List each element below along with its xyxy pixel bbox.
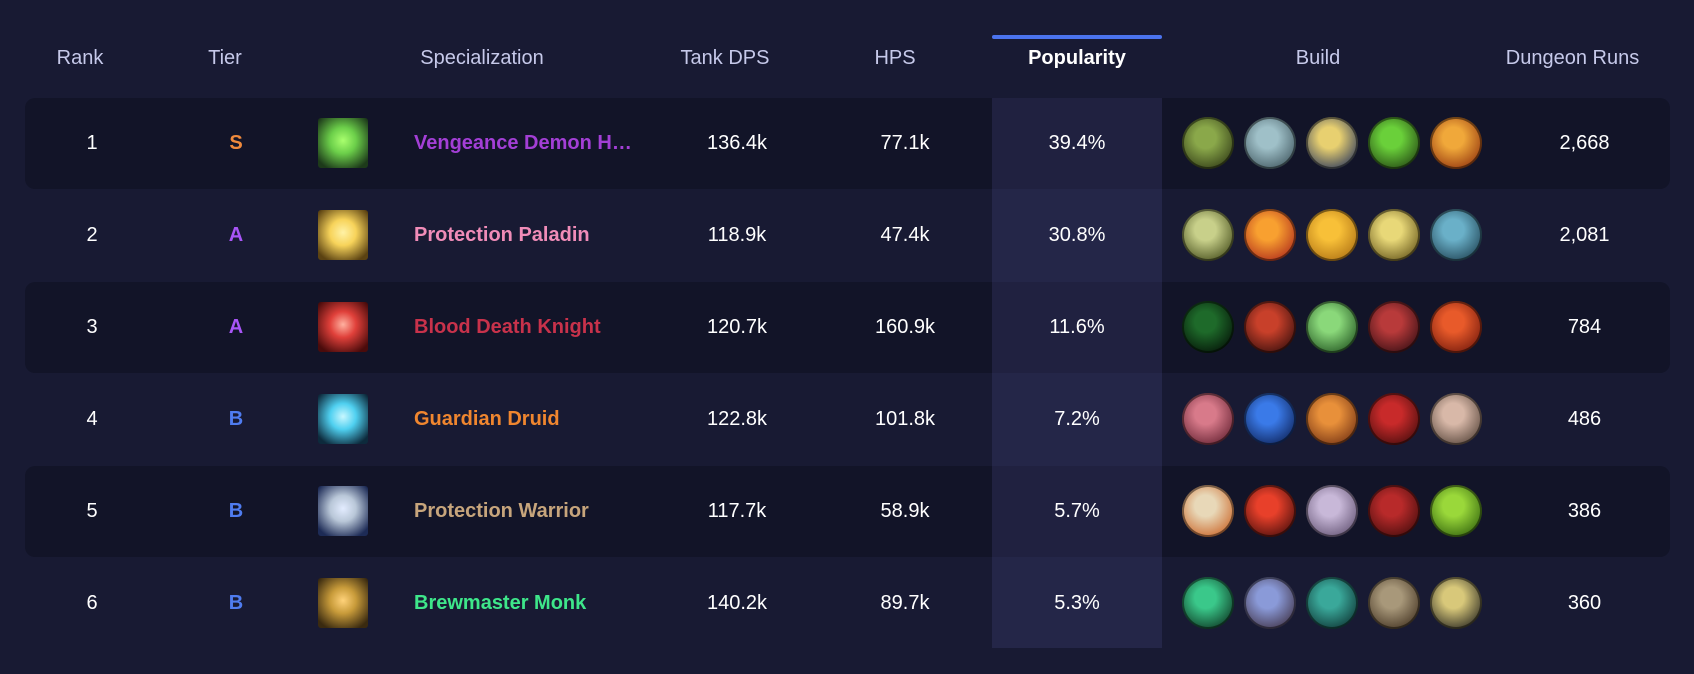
claw-talent-icon[interactable] — [1430, 393, 1482, 445]
blood-heart-talent-icon[interactable] — [1430, 301, 1482, 353]
build-talents — [1182, 209, 1482, 261]
hps-value: 160.9k — [874, 316, 936, 338]
spec-name-link[interactable]: Guardian Druid — [414, 408, 560, 430]
tank-dps-value: 120.7k — [706, 316, 768, 338]
green-skull-talent-icon[interactable] — [1306, 301, 1358, 353]
dungeon-runs-value: 2,081 — [1559, 224, 1610, 246]
build-talents — [1182, 301, 1482, 353]
header-hps[interactable]: HPS — [874, 47, 916, 69]
tier-badge: A — [228, 224, 244, 246]
golden-helm-talent-icon[interactable] — [1368, 209, 1420, 261]
hps-value: 89.7k — [880, 592, 930, 614]
spec-name-link[interactable]: Vengeance Demon H… — [414, 132, 632, 154]
tier-badge: B — [228, 408, 244, 430]
header-tank-dps[interactable]: Tank DPS — [680, 47, 770, 69]
green-void-talent-icon[interactable] — [1182, 301, 1234, 353]
tank-dps-value: 140.2k — [706, 592, 768, 614]
rank-value: 6 — [86, 592, 98, 614]
header-build[interactable]: Build — [1295, 47, 1341, 69]
roar-talent-icon[interactable] — [1306, 485, 1358, 537]
tank-dps-value: 122.8k — [706, 408, 768, 430]
brawler-talent-icon[interactable] — [1430, 577, 1482, 629]
spec-name-link[interactable]: Protection Paladin — [414, 224, 590, 246]
ghost-skull-talent-icon[interactable] — [1244, 117, 1296, 169]
protection-warrior-icon — [318, 486, 368, 536]
tank-dps-value: 136.4k — [706, 132, 768, 154]
dungeon-runs-value: 486 — [1567, 408, 1602, 430]
blood-death-knight-icon — [318, 302, 368, 352]
tier-badge: B — [228, 500, 244, 522]
rank-value: 1 — [86, 132, 98, 154]
guardian-druid-icon — [318, 394, 368, 444]
build-talents — [1182, 485, 1482, 537]
orc-talent-icon[interactable] — [1430, 485, 1482, 537]
dungeon-runs-value: 784 — [1567, 316, 1602, 338]
blue-swirl-talent-icon[interactable] — [1244, 393, 1296, 445]
popularity-value: 7.2% — [1054, 408, 1100, 430]
build-talents — [1182, 393, 1482, 445]
hps-value: 101.8k — [874, 408, 936, 430]
hps-value: 77.1k — [880, 132, 930, 154]
dungeon-runs-value: 2,668 — [1559, 132, 1610, 154]
shield-talent-icon[interactable] — [1182, 485, 1234, 537]
jade-vortex-talent-icon[interactable] — [1182, 577, 1234, 629]
spec-name-link[interactable]: Protection Warrior — [414, 500, 589, 522]
keg-talent-icon[interactable] — [1368, 577, 1420, 629]
header-popularity[interactable]: Popularity — [1028, 47, 1126, 69]
jade-serpent-talent-icon[interactable] — [1306, 577, 1358, 629]
golden-light-talent-icon[interactable] — [1306, 209, 1358, 261]
red-skull-talent-icon[interactable] — [1244, 301, 1296, 353]
header-specialization[interactable]: Specialization — [420, 47, 544, 69]
rank-value: 2 — [86, 224, 98, 246]
bear-talent-icon[interactable] — [1368, 393, 1420, 445]
table-header: Rank Tier Specialization Tank DPS HPS Po… — [0, 0, 1694, 98]
holy-fire-talent-icon[interactable] — [1244, 209, 1296, 261]
popularity-value: 5.3% — [1054, 592, 1100, 614]
brewmaster-monk-icon — [318, 578, 368, 628]
blood-claw-talent-icon[interactable] — [1368, 301, 1420, 353]
build-talents — [1182, 577, 1482, 629]
mangle-talent-icon[interactable] — [1182, 393, 1234, 445]
sigil-flash-talent-icon[interactable] — [1306, 117, 1358, 169]
blue-gear-talent-icon[interactable] — [1430, 209, 1482, 261]
hps-value: 47.4k — [880, 224, 930, 246]
dungeon-runs-value: 360 — [1567, 592, 1602, 614]
hps-value: 58.9k — [880, 500, 930, 522]
protection-paladin-icon — [318, 210, 368, 260]
tier-badge: S — [229, 132, 243, 154]
tier-badge: A — [228, 316, 244, 338]
red-slash-talent-icon[interactable] — [1244, 485, 1296, 537]
popularity-value: 30.8% — [1048, 224, 1106, 246]
fel-skull-talent-icon[interactable] — [1182, 117, 1234, 169]
tier-badge: B — [228, 592, 244, 614]
header-rank[interactable]: Rank — [56, 47, 104, 69]
ironfur-talent-icon[interactable] — [1306, 393, 1358, 445]
sort-indicator — [992, 35, 1162, 39]
rank-value: 3 — [86, 316, 98, 338]
tank-dps-value: 118.9k — [707, 224, 767, 246]
staff-strike-talent-icon[interactable] — [1244, 577, 1296, 629]
spec-name-link[interactable]: Blood Death Knight — [414, 316, 601, 338]
lion-talent-icon[interactable] — [1182, 209, 1234, 261]
header-tier[interactable]: Tier — [208, 47, 242, 69]
header-dungeon-runs[interactable]: Dungeon Runs — [1505, 47, 1640, 69]
popularity-value: 39.4% — [1048, 132, 1106, 154]
flame-talent-icon[interactable] — [1430, 117, 1482, 169]
fel-devastation-talent-icon[interactable] — [1368, 117, 1420, 169]
dungeon-runs-value: 386 — [1567, 500, 1602, 522]
rank-value: 4 — [86, 408, 98, 430]
tank-dps-value: 117.7k — [707, 500, 767, 522]
build-talents — [1182, 117, 1482, 169]
rank-value: 5 — [86, 500, 98, 522]
vengeance-demon-hunter-icon — [318, 118, 368, 168]
popularity-value: 5.7% — [1054, 500, 1100, 522]
spec-name-link[interactable]: Brewmaster Monk — [414, 592, 587, 614]
demon-talent-icon[interactable] — [1368, 485, 1420, 537]
popularity-value: 11.6% — [1049, 316, 1105, 338]
